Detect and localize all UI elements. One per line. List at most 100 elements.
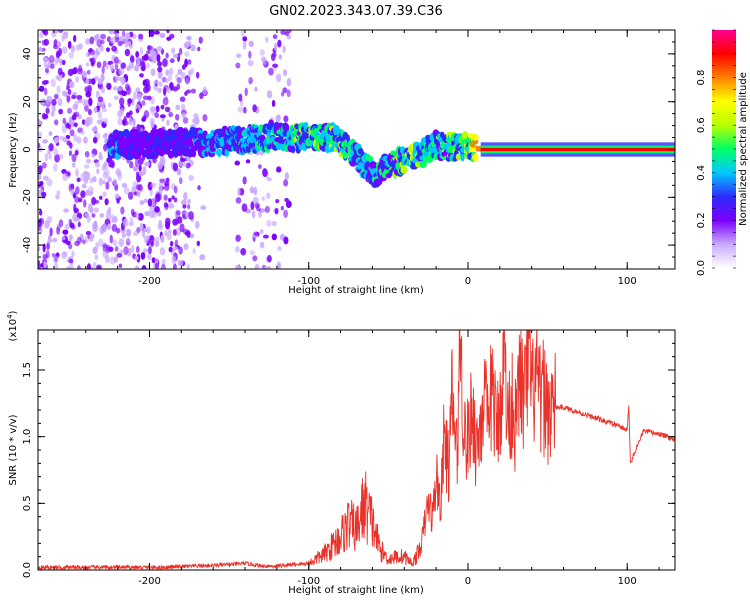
spectrogram-noise-cell [109,63,114,72]
snr-y-multiplier: (x104) [6,310,19,341]
y-tick-label: 0.5 [22,495,33,511]
spectrogram-noise-cell [86,215,91,223]
spectrogram-noise-cell [139,46,144,56]
spectrogram-noise-cell [61,90,67,97]
spectrogram-noise-cell [126,228,132,237]
spectrogram-noise-cell [84,151,90,158]
spectrogram-noise-cell [286,78,292,87]
spectrogram-noise-cell [268,67,274,76]
figure-title: GN02.2023.343.07.39.C36 [269,4,443,19]
spectrogram-noise-cell [116,86,123,92]
spectrogram-noise-cell [63,208,69,213]
spectrogram-noise-cell [98,238,104,248]
spectrogram-noise-cell [166,30,170,34]
spectrogram-noise-cell [181,64,186,70]
spectrogram-noise-cell [41,162,47,169]
spectrogram-noise-cell [129,55,135,63]
spectrogram-noise-cell [97,78,104,85]
spectrogram-noise-cell [126,112,131,118]
spectrogram-noise-cell [164,78,170,83]
spectrogram-noise-cell [179,96,186,102]
spectrogram-noise-cell [85,62,90,67]
spectrogram-noise-cell [83,136,88,144]
spectrogram-noise-cell [62,251,68,257]
spectrogram-noise-cell [71,250,75,257]
spectrogram-ridge-cell [472,139,479,145]
spectrogram-ridge-cell [284,123,290,132]
spectrogram-noise-cell [259,229,264,235]
spectrogram-noise-cell [171,47,176,54]
spectrogram-noise-cell [48,131,53,137]
spectrogram-noise-cell [114,75,119,83]
spectrogram-noise-cell [202,114,208,122]
spectrogram-noise-cell [118,238,125,247]
spectrogram-noise-cell [163,202,168,208]
spectrogram-noise-cell [57,58,64,64]
spectrogram-noise-cell [53,163,58,172]
spectrogram-noise-cell [44,64,51,69]
spectrogram-noise-cell [76,94,83,100]
spectrogram-noise-cell [190,44,196,52]
spectrogram-noise-cell [167,197,172,203]
spectrogram-noise-cell [102,191,107,197]
spectrogram-noise-cell [83,164,90,169]
spectrogram-noise-cell [112,239,118,247]
spectrogram-noise-cell [106,47,111,52]
spectrogram-noise-cell [93,34,99,41]
spectrogram-noise-cell [142,79,148,87]
spectrogram-noise-cell [56,41,62,48]
spectrogram-noise-cell [235,62,241,69]
spectrogram-noise-cell [174,219,180,225]
spectrogram-noise-cell [187,59,192,65]
spectrogram-noise-cell [198,36,203,44]
spectrogram-noise-cell [126,65,131,72]
spectrogram-noise-cell [236,53,242,58]
spectrogram-noise-cell [165,52,169,59]
spectrogram-noise-cell [186,35,192,41]
spectrogram-noise-cell [258,164,262,169]
spectrogram-noise-cell [100,33,106,40]
spectrogram-noise-cell [248,40,254,47]
spectrogram-noise-cell [103,117,109,124]
spectrogram-noise-cell [274,207,279,215]
y-tick-label: 1.0 [22,429,33,445]
spectrogram-noise-cell [55,194,60,200]
spectrogram-noise-cell [148,246,152,255]
spectrogram-noise-cell [151,201,156,207]
spectrogram-noise-cell [272,52,277,58]
spectrogram-noise-cell [146,95,152,101]
spectrogram-noise-cell [91,153,96,158]
spectrogram-noise-cell [39,98,46,106]
spectrogram-noise-cell [91,196,97,206]
spectrogram-noise-cell [173,197,178,203]
spectrogram-noise-cell [92,261,97,269]
spectrogram-noise-cell [38,218,42,228]
spectrogram-noise-cell [177,259,184,267]
spectrogram-noise-cell [78,43,83,50]
spectrogram-noise-cell [74,216,81,222]
spectrogram-noise-cell [260,208,266,213]
spectrogram-noise-cell [120,107,124,116]
spectrogram-noise-cell [46,216,53,223]
spectrogram-noise-cell [254,202,260,209]
spectrogram-noise-cell [123,115,128,124]
spectrogram-noise-cell [132,181,139,186]
x-tick-label: 100 [618,276,637,287]
spectrogram-noise-cell [101,65,105,75]
spectrogram-noise-cell [241,203,248,212]
spectrogram-noise-cell [141,55,147,61]
spectrogram-noise-cell [38,131,42,139]
snr-y-axis: 0.0 0.5 1.0 1.5 [22,329,675,578]
spectrogram-noise-cell [235,234,241,242]
spectrogram-noise-cell [181,103,186,112]
spectrogram-noise-cell [48,55,55,63]
spectrogram-noise-cell [248,50,252,59]
spectrogram-noise-cell [86,69,91,75]
spectrogram-noise-cell [166,36,172,41]
spectrogram-noise-cell [145,62,151,69]
spectrogram-noise-cell [38,263,42,269]
spectrogram-noise-cell [128,222,134,227]
spectrogram-noise-cell [148,51,155,60]
spectrogram-noise-cell [53,255,59,264]
spectrogram-noise-cell [258,210,263,218]
